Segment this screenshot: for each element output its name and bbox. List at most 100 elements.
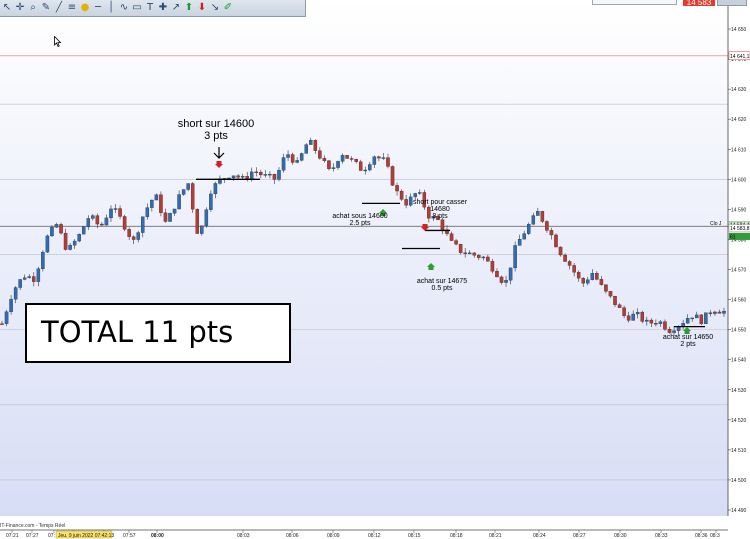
annotation-arrow-icon [213, 147, 225, 159]
x-tick-label: 08:12 [368, 533, 381, 539]
candle-body [254, 171, 259, 174]
candle-body [672, 330, 676, 333]
candle-body [626, 315, 631, 321]
candle-body [286, 154, 290, 158]
candle-body [186, 183, 190, 190]
candle-body [77, 233, 81, 242]
fib-icon[interactable]: ≡ [67, 2, 77, 13]
y-tick-label: 14 520 [731, 418, 747, 424]
candle-body [159, 194, 163, 213]
candle-body [54, 224, 59, 228]
candle-body [345, 155, 349, 159]
candle-body [32, 276, 36, 282]
candle-body [699, 314, 704, 324]
annotation-short-casser: short pour casser 14680 3 pts [412, 199, 468, 220]
candle-body [395, 185, 399, 192]
candle-body [708, 312, 713, 314]
hline-icon[interactable]: ─ [94, 2, 102, 13]
candle-body [331, 167, 336, 169]
y-tick-label: 14 640 [731, 57, 747, 63]
candle-body [595, 273, 599, 280]
line-icon[interactable]: ╱ [55, 2, 63, 13]
candle-body [27, 276, 31, 278]
candle-body [622, 307, 626, 316]
candle-body [218, 178, 222, 184]
text-icon[interactable]: T [146, 2, 154, 13]
candle-body [418, 192, 422, 194]
x-tick-label: 08:27 [573, 533, 586, 539]
candle-body [22, 277, 27, 280]
candle-body [413, 193, 417, 198]
candle-body [517, 239, 522, 246]
candle-body [91, 215, 95, 219]
arrow-up-left-icon[interactable]: ↗ [171, 2, 181, 13]
candle-body [150, 199, 154, 208]
candle-body [127, 229, 131, 237]
arrow-down-right-icon[interactable]: ↘ [210, 2, 220, 13]
x-tick-label: 07:27 [26, 533, 39, 539]
candle-body [190, 183, 195, 210]
bulb-icon[interactable]: ● [80, 2, 90, 13]
crosshair-icon[interactable]: ✛ [15, 2, 25, 13]
y-tick-label: 14 510 [731, 448, 747, 454]
x-tick-label: 08:03 [237, 533, 250, 539]
candle-body [322, 158, 327, 161]
y-tick-label: 14 500 [731, 478, 747, 484]
arrow-down-icon[interactable]: ⬇ [197, 2, 207, 13]
candle-body [549, 230, 554, 236]
candle-body [617, 304, 622, 308]
candle-body [304, 144, 308, 154]
candle-body [318, 150, 322, 159]
y-tick-label: 14 590 [731, 207, 747, 213]
cross-icon[interactable]: ✚ [158, 2, 168, 13]
symbol-field[interactable] [592, 0, 677, 5]
candle-body [531, 215, 536, 225]
candle-body [381, 157, 386, 159]
sell-arrow-icon [215, 161, 223, 168]
candle-body [717, 311, 722, 314]
candle-body [495, 271, 499, 278]
candle-body [4, 311, 9, 324]
candle-body [122, 216, 127, 230]
candle-body [604, 284, 608, 292]
candle-body [281, 157, 286, 171]
candle-body [327, 160, 331, 169]
window-button[interactable] [717, 0, 747, 6]
arrow-up-icon[interactable]: ⬆ [184, 2, 194, 13]
price-badge-label: 14 583,8 [730, 226, 750, 232]
pencil-icon[interactable]: ✐ [223, 2, 233, 13]
candle-body [181, 189, 186, 195]
price-badge [728, 232, 750, 241]
candle-body [172, 208, 177, 214]
cursor-icon[interactable]: ↖ [2, 2, 12, 13]
candle-body [195, 209, 200, 234]
pen-icon[interactable]: ✎ [41, 2, 51, 13]
candle-body [45, 235, 50, 253]
candle-body [681, 323, 685, 327]
rect-icon[interactable]: ▭ [132, 2, 142, 13]
buy-arrow-icon [427, 263, 435, 270]
candle-body [645, 319, 649, 322]
wave-icon[interactable]: ∿ [119, 2, 129, 13]
candle-body [599, 279, 604, 285]
candle-body [81, 226, 86, 235]
y-tick-label: 14 610 [731, 147, 747, 153]
candle-body [36, 268, 41, 282]
candle-body [404, 199, 408, 206]
x-tick-label: 08:06 [286, 533, 299, 539]
candle-body [358, 161, 363, 171]
price-alert-badge [728, 51, 750, 61]
price-alert-label: 14 641,1 [730, 54, 750, 60]
candle-body [136, 232, 140, 240]
candle-body [445, 229, 449, 234]
candle-body [13, 287, 18, 300]
y-tick-label: 14 550 [731, 328, 747, 334]
candle-body [154, 194, 159, 201]
vline-icon[interactable]: │ [107, 2, 115, 13]
candle-body [259, 171, 263, 176]
candle-body [354, 158, 358, 162]
x-tick-label: 08:36 [695, 533, 708, 539]
zoom-icon[interactable]: ⌕ [30, 2, 36, 13]
candle-body [213, 183, 218, 195]
